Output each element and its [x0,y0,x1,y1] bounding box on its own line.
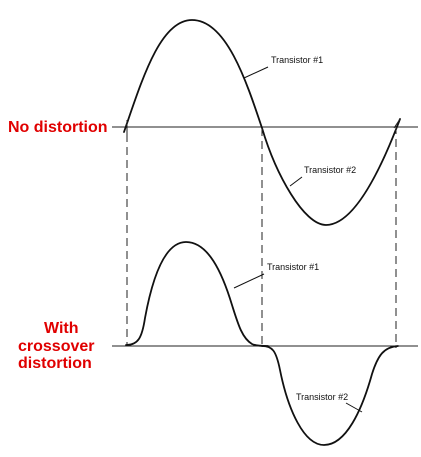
bottom-transistor1-label: Transistor #1 [267,262,319,272]
top-transistor1-pointer [243,66,269,79]
no-distortion-label: No distortion [8,119,108,136]
with-label-line2: crossover [18,338,95,355]
with-label-line3: distortion [18,355,92,372]
bottom-transistor2-label: Transistor #2 [296,392,348,402]
bottom-positive-half [125,241,269,347]
bottom-transistor1-pointer [233,273,265,289]
bottom-negative-half [261,345,399,446]
bottom-transistor2-pointer [345,402,363,413]
top-transistor1-label: Transistor #1 [271,55,323,65]
top-transistor2-label: Transistor #2 [304,165,356,175]
with-label-line1: With [44,320,79,337]
top-transistor2-pointer [289,176,303,187]
top-sine-wave [123,19,401,226]
top-end-tick [393,118,401,129]
